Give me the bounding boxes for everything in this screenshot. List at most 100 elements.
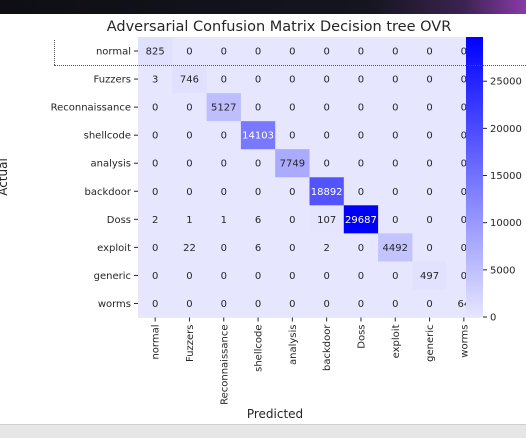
cell-value-label: 0 — [323, 131, 329, 142]
cell-value-label: 0 — [289, 271, 295, 282]
heatmap-cell — [172, 37, 207, 66]
heatmap-cell — [275, 177, 310, 206]
heatmap-cell — [343, 261, 379, 290]
heatmap-cell — [343, 233, 379, 262]
heatmap-cell — [378, 261, 413, 290]
heatmap-cell — [240, 37, 276, 66]
heatmap-cell — [309, 233, 345, 262]
cell-value-label: 0 — [392, 187, 398, 198]
cell-value-labels: 825 0 0 0 0 0 0 0 0 0 3 746 0 0 0 0 0 0 0 0 0 0 5127 0 0 0 0 0 0 0 0 0 0… — [146, 47, 471, 310]
cell-value-label: 0 — [461, 159, 467, 170]
cell-value-label: 0 — [461, 243, 467, 254]
heatmap-cell — [309, 205, 345, 234]
chart-title: Adversarial Confusion Matrix Decision tr… — [107, 19, 452, 35]
heatmap-cell — [240, 289, 276, 318]
cell-value-label: 0 — [358, 131, 364, 142]
heatmap-cell — [309, 65, 345, 94]
window-bottom-bar — [0, 424, 526, 438]
heatmap-cell — [206, 149, 242, 178]
cell-value-label: 0 — [186, 131, 192, 142]
heatmap-cell — [206, 177, 242, 206]
y-tick-label: backdoor — [85, 187, 132, 198]
cell-value-label: 0 — [323, 47, 329, 58]
colorbar-tick-label: 20000 — [490, 124, 522, 135]
heatmap-cell — [309, 93, 345, 122]
heatmap-cell — [240, 261, 276, 290]
cell-value-label: 0 — [152, 299, 158, 310]
heatmap-cell — [240, 149, 276, 178]
cell-value-label: 0 — [392, 159, 398, 170]
heatmap-cell — [275, 233, 310, 262]
y-tick-label: worms — [98, 299, 131, 310]
cell-value-label: 0 — [289, 243, 295, 254]
x-tick-label: analysis — [288, 325, 299, 366]
heatmap-cell — [343, 289, 379, 318]
cell-value-label: 0 — [323, 271, 329, 282]
cell-value-label: 7749 — [280, 159, 305, 170]
cell-value-label: 0 — [461, 215, 467, 226]
heatmap-cell — [275, 205, 310, 234]
colorbar-gradient — [466, 37, 483, 317]
heatmap-cell — [343, 93, 379, 122]
cell-value-label: 0 — [392, 299, 398, 310]
cell-value-label: 2 — [152, 215, 158, 226]
x-tick-label: Doss — [356, 325, 367, 349]
cell-value-label: 0 — [289, 47, 295, 58]
cell-value-label: 0 — [358, 103, 364, 114]
x-axis-label: Predicted — [247, 407, 303, 421]
x-tick-label: generic — [425, 325, 436, 362]
heatmap-cell — [138, 65, 173, 94]
cell-value-label: 0 — [152, 131, 158, 142]
cell-value-label: 6 — [255, 243, 261, 254]
heatmap-cell — [138, 149, 173, 178]
heatmap-cell — [343, 205, 379, 234]
heatmap-cell — [275, 37, 310, 66]
heatmap-cell — [343, 149, 379, 178]
cell-value-label: 14103 — [242, 131, 274, 142]
cell-value-label: 0 — [323, 75, 329, 86]
heatmap-cell — [206, 93, 242, 122]
cell-value-label: 0 — [289, 299, 295, 310]
heatmap-cell — [378, 233, 413, 262]
cell-value-label: 0 — [255, 75, 261, 86]
cell-value-label: 0 — [426, 299, 432, 310]
cell-value-label: 0 — [289, 75, 295, 86]
cell-value-label: 18892 — [311, 187, 343, 198]
heatmap-cell — [412, 37, 448, 66]
cell-value-label: 0 — [392, 271, 398, 282]
cell-value-label: 0 — [358, 271, 364, 282]
heatmap-cell — [206, 121, 242, 150]
heatmap-cell — [206, 261, 242, 290]
colorbar-tick-label: 25000 — [490, 77, 522, 88]
window-top-bar — [0, 0, 526, 14]
cell-value-label: 0 — [152, 243, 158, 254]
y-tick-label: Reconnaissance — [51, 103, 131, 114]
cell-value-label: 0 — [255, 47, 261, 58]
cell-value-label: 107 — [317, 215, 336, 226]
heatmap-cell — [343, 121, 379, 150]
heatmap-cell — [172, 149, 207, 178]
heatmap-cell — [275, 65, 310, 94]
heatmap-cell — [412, 121, 448, 150]
cell-value-label: 0 — [255, 187, 261, 198]
cell-value-label: 0 — [221, 271, 227, 282]
heatmap-cell — [412, 93, 448, 122]
cell-value-label: 0 — [392, 131, 398, 142]
x-tick-label: shellcode — [254, 325, 265, 372]
cell-value-label: 0 — [358, 187, 364, 198]
heatmap-cell — [206, 37, 242, 66]
cell-value-label: 0 — [186, 271, 192, 282]
heatmap-cell — [275, 93, 310, 122]
heatmap-cell — [138, 205, 173, 234]
cell-value-label: 0 — [221, 187, 227, 198]
heatmap-cell — [240, 121, 276, 150]
heatmap-cell — [275, 149, 310, 178]
x-axis-ticks: normal Fuzzers Reconnaissance shellcode anal… — [151, 317, 470, 405]
heatmap-cell — [172, 289, 207, 318]
heatmap-cell — [378, 65, 413, 94]
cell-value-label: 0 — [323, 159, 329, 170]
cell-value-label: 0 — [392, 47, 398, 58]
cell-value-label: 29687 — [345, 215, 377, 226]
cell-value-label: 0 — [426, 187, 432, 198]
